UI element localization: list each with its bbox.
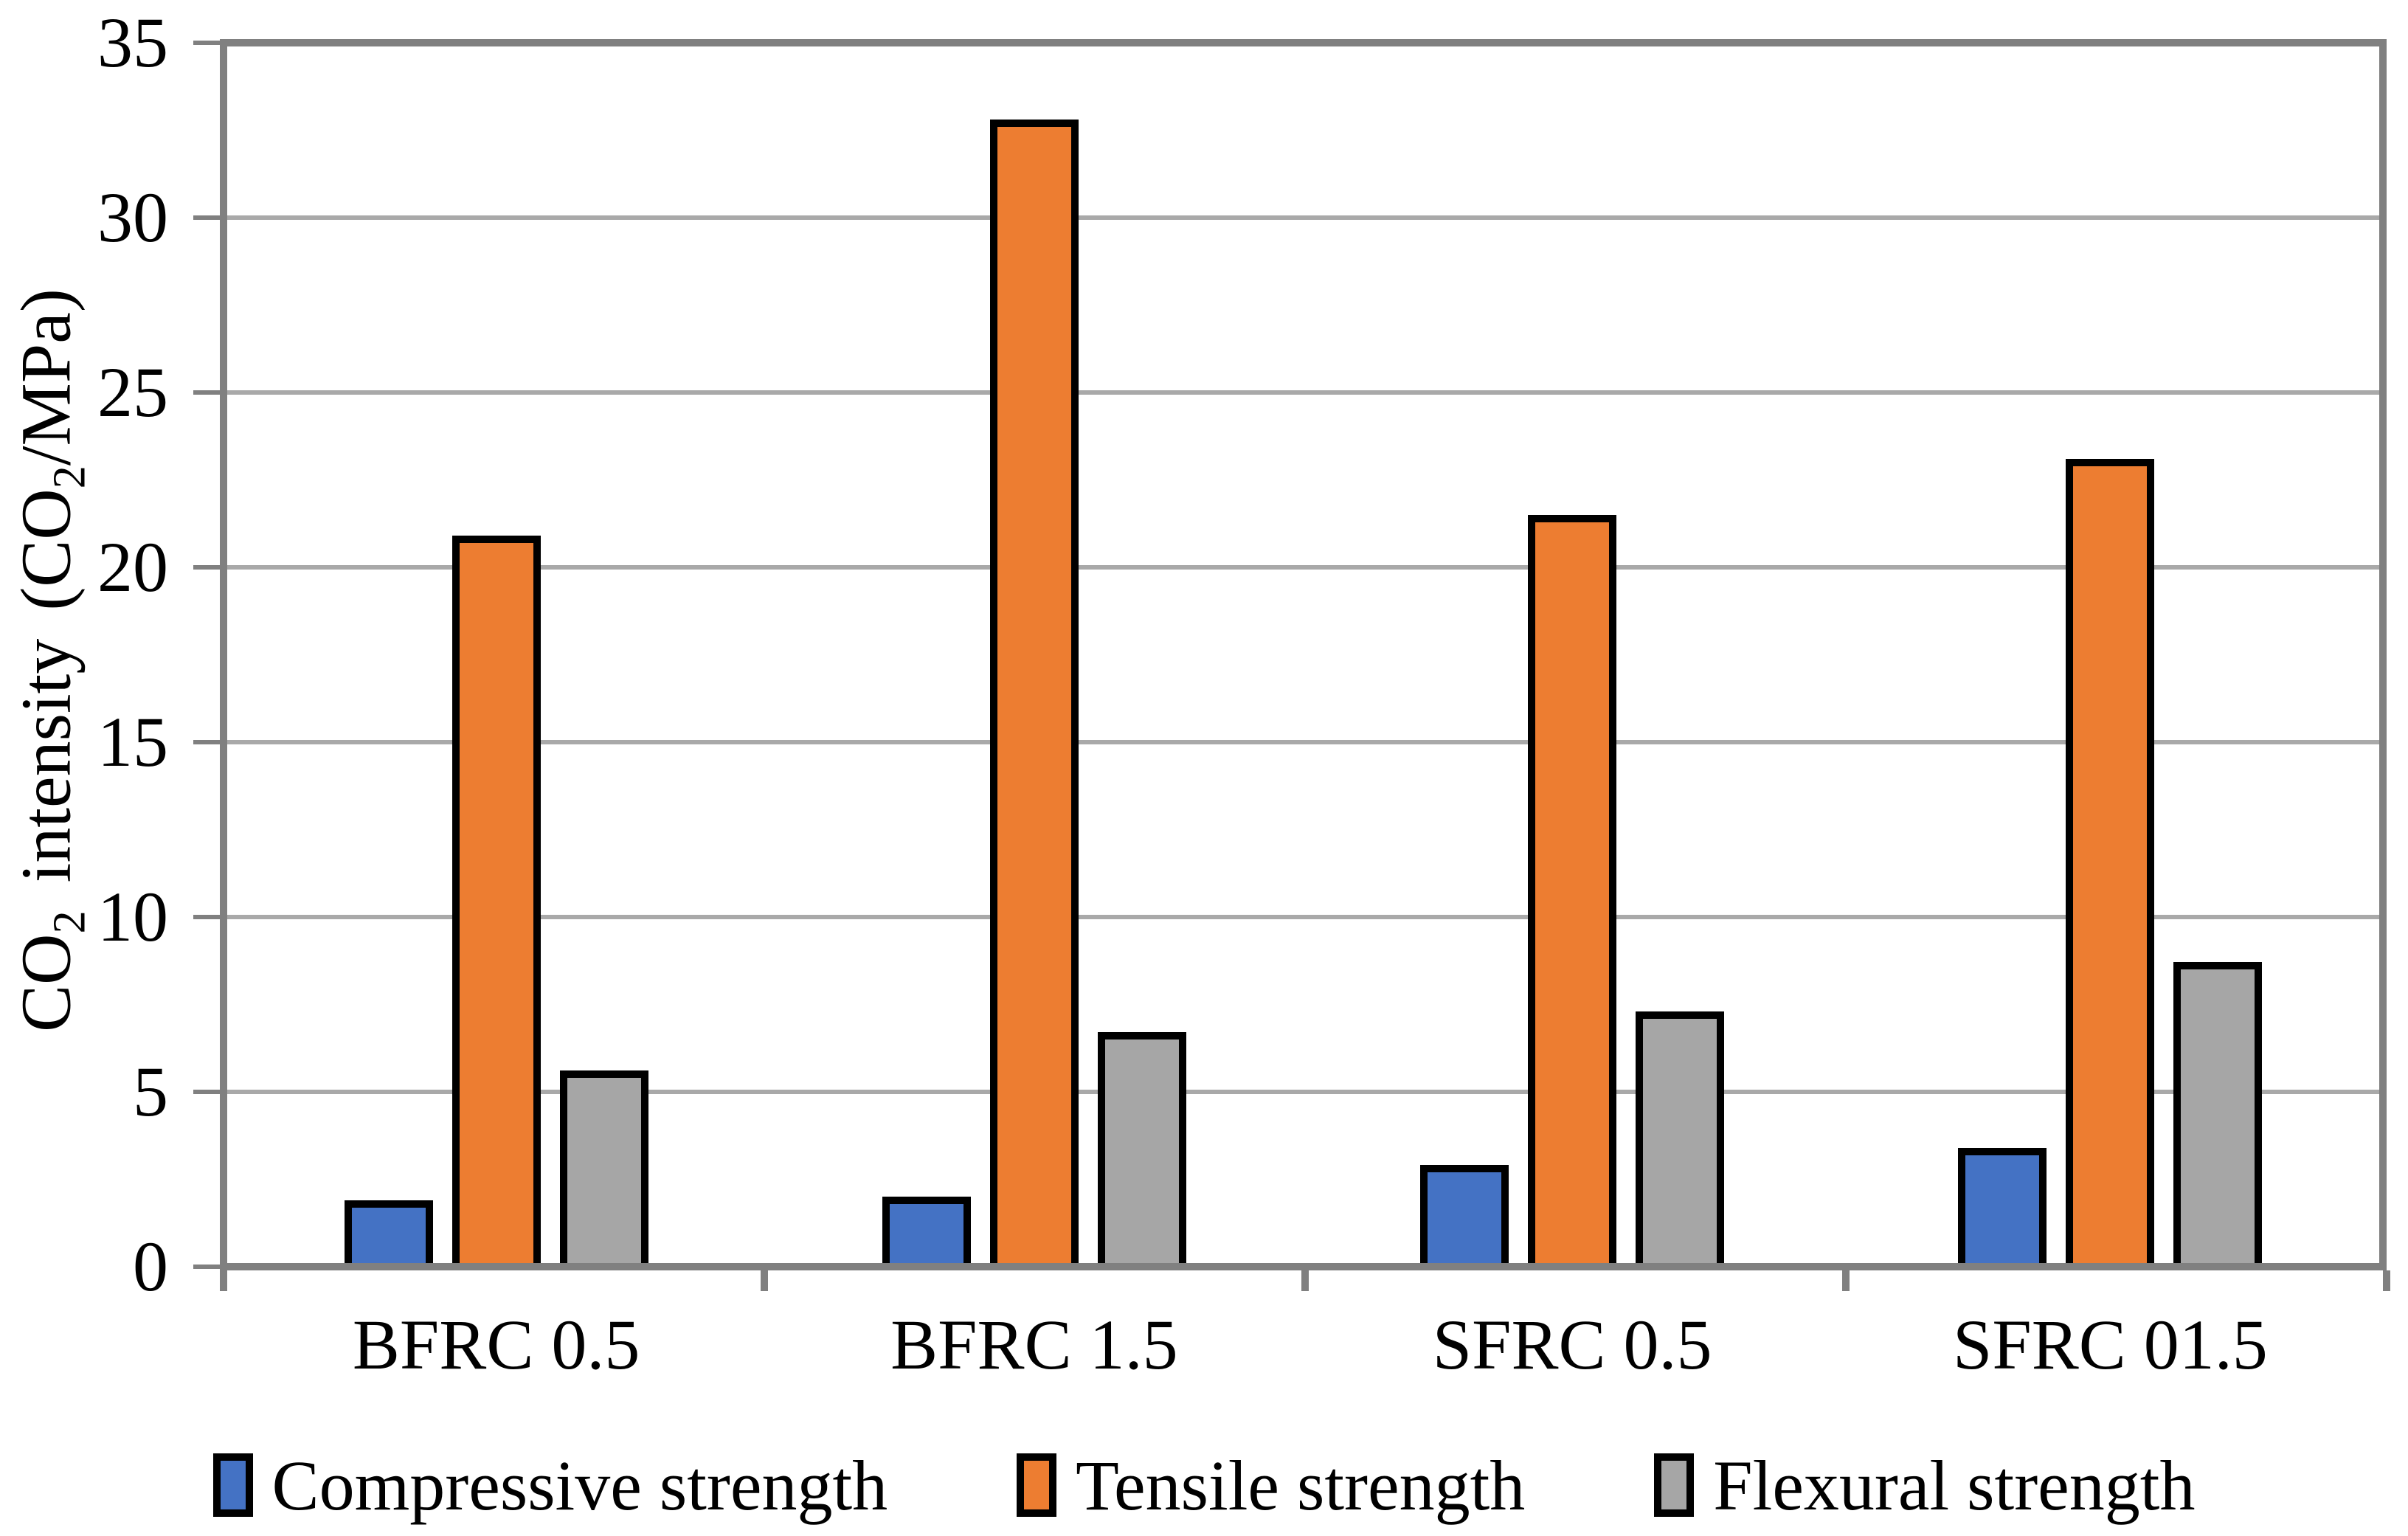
- legend-label: Tensile strength: [1076, 1445, 1526, 1525]
- category-group: [227, 46, 765, 1263]
- y-axis-tick: [193, 915, 227, 919]
- legend-label: Compressive strength: [271, 1445, 888, 1525]
- x-axis-tick: [1842, 1270, 1850, 1291]
- gridline: [227, 915, 2379, 919]
- y-tick-label: 35: [97, 3, 168, 82]
- legend-swatch: [1654, 1453, 1695, 1517]
- category-label: SFRC 0.5: [1432, 1305, 1712, 1384]
- y-axis-tick: [193, 1090, 227, 1094]
- legend-swatch: [1017, 1453, 1057, 1517]
- y-axis-tick: [193, 215, 227, 220]
- bar: [344, 1200, 433, 1263]
- bar: [1420, 1165, 1509, 1263]
- y-axis-tick: [193, 1265, 227, 1269]
- y-tick-label: 10: [97, 877, 168, 956]
- x-axis-tick: [1301, 1270, 1309, 1291]
- bar: [1958, 1147, 2047, 1263]
- category-label: SFRC 01.5: [1952, 1305, 2268, 1384]
- legend-item: Compressive strength: [212, 1445, 888, 1526]
- x-axis-tick: [2383, 1270, 2390, 1291]
- gridline: [227, 1090, 2379, 1094]
- plot-area: [220, 39, 2387, 1270]
- category-group: [1841, 46, 2379, 1263]
- bar: [2173, 962, 2263, 1263]
- bar: [1097, 1032, 1186, 1263]
- category-group: [1304, 46, 1841, 1263]
- y-tick-label: 25: [97, 353, 168, 432]
- bar: [452, 536, 541, 1263]
- gridline: [227, 565, 2379, 570]
- y-tick-label: 30: [97, 178, 168, 257]
- x-axis-tick: [761, 1270, 768, 1291]
- legend-item: Tensile strength: [1017, 1445, 1525, 1526]
- bar: [559, 1070, 648, 1263]
- category-label: BFRC 0.5: [352, 1305, 640, 1384]
- category-label: BFRC 1.5: [890, 1305, 1178, 1384]
- legend: Compressive strength Tensile strength Flex…: [0, 1437, 2408, 1533]
- bar: [1636, 1011, 1725, 1263]
- y-tick-label: 0: [133, 1227, 168, 1306]
- y-tick-label: 20: [97, 527, 168, 606]
- y-axis-tick: [193, 390, 227, 395]
- bar: [1528, 514, 1617, 1263]
- gridline: [227, 215, 2379, 220]
- y-tick-label: 5: [133, 1052, 168, 1131]
- x-axis-tick: [220, 1270, 227, 1291]
- y-tick-label: 15: [97, 702, 168, 781]
- bar: [882, 1196, 971, 1263]
- bar: [989, 120, 1079, 1263]
- y-axis-tick: [193, 565, 227, 570]
- y-axis-tick: [193, 41, 227, 45]
- legend-swatch: [212, 1453, 253, 1517]
- gridline: [227, 390, 2379, 395]
- y-axis-tick: [193, 740, 227, 744]
- gridline: [227, 740, 2379, 744]
- y-axis-title-subscript: 2: [44, 466, 95, 489]
- bar: [2066, 458, 2155, 1263]
- legend-item: Flexural strength: [1654, 1445, 2195, 1526]
- legend-label: Flexural strength: [1713, 1445, 2196, 1525]
- category-group: [765, 46, 1303, 1263]
